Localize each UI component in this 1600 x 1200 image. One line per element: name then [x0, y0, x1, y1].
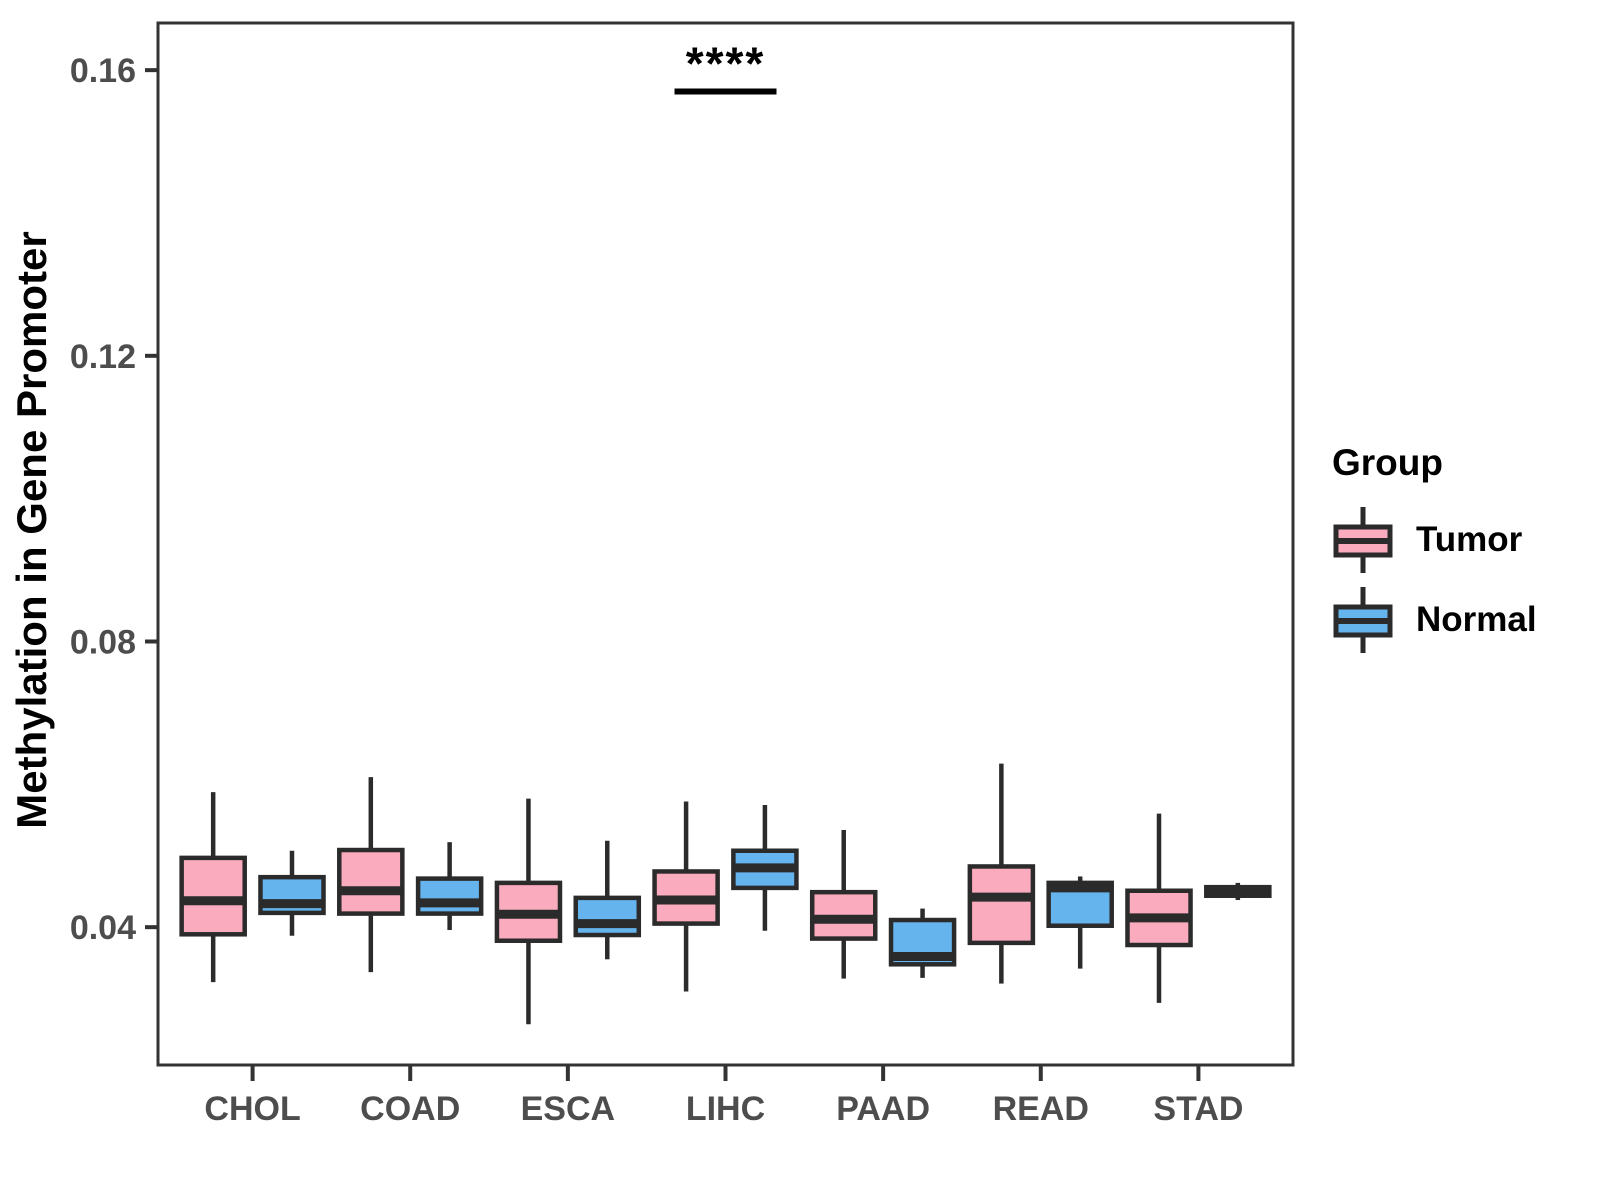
x-tick-label-CHOL: CHOL	[204, 1090, 300, 1128]
box-PAAD-Tumor	[809, 830, 878, 979]
box-READ-Tumor	[967, 763, 1036, 984]
box-COAD-Normal	[415, 842, 484, 931]
iqr-box	[179, 855, 247, 937]
box-STAD-Normal	[1204, 882, 1272, 901]
y-tick-label-0.08: 0.08	[70, 623, 136, 661]
y-tick-label-0.16: 0.16	[70, 52, 136, 90]
box-LIHC-Normal	[731, 805, 799, 931]
x-tick-label-STAD: STAD	[1153, 1090, 1243, 1128]
y-tick-label-0.04: 0.04	[70, 909, 136, 947]
tumor-boxplot-key-icon	[1333, 507, 1393, 573]
box-ESCA-Tumor	[494, 798, 563, 1025]
x-tick-label-LIHC: LIHC	[686, 1090, 765, 1128]
box-PAAD-Normal	[888, 908, 957, 978]
box-READ-Normal	[1046, 876, 1114, 969]
normal-boxplot-key-icon	[1333, 587, 1393, 653]
significance-label: ****	[686, 38, 766, 90]
iqr-box	[337, 847, 405, 916]
legend: Group Tumor Normal	[1332, 442, 1537, 660]
box-CHOL-Normal	[258, 850, 326, 936]
box-STAD-Tumor	[1125, 813, 1193, 1003]
iqr-box	[573, 895, 642, 938]
legend-label-tumor: Tumor	[1416, 520, 1523, 559]
iqr-box	[415, 876, 484, 916]
y-tick-label-0.12: 0.12	[70, 338, 136, 376]
x-tick-label-COAD: COAD	[360, 1090, 460, 1128]
x-tick-label-READ: READ	[993, 1090, 1089, 1128]
legend-title: Group	[1332, 442, 1443, 483]
x-tick-label-ESCA: ESCA	[521, 1090, 615, 1128]
x-tick-label-PAAD: PAAD	[836, 1090, 930, 1128]
iqr-box	[967, 864, 1036, 946]
box-CHOL-Tumor	[179, 792, 247, 983]
legend-entry-tumor: Tumor	[1332, 503, 1537, 577]
legend-label-normal: Normal	[1416, 600, 1537, 639]
box-COAD-Tumor	[337, 777, 405, 973]
y-axis-title: Methylation in Gene Promoter	[8, 231, 55, 829]
legend-entry-normal: Normal	[1332, 583, 1537, 657]
box-LIHC-Tumor	[652, 801, 720, 992]
box-ESCA-Normal	[573, 840, 642, 960]
panel-border	[156, 21, 1295, 1067]
